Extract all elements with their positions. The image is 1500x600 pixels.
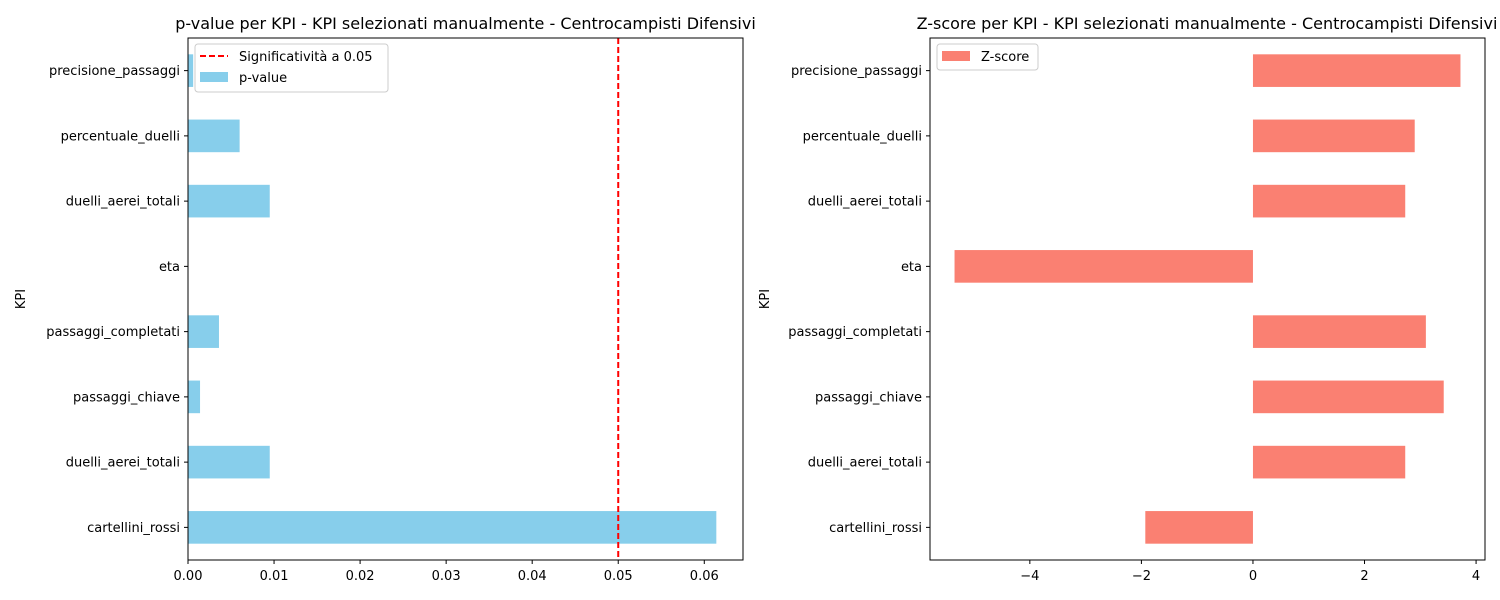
bars	[188, 54, 717, 544]
x-tick-label: 0.02	[346, 569, 375, 584]
bar-percentuale_duelli	[1252, 119, 1415, 153]
y-tick-label: cartellini_rossi	[829, 521, 922, 536]
bar-duelli_aerei_totali	[1252, 445, 1406, 479]
bar-cartellini_rossi	[1145, 511, 1253, 544]
bar-eta	[954, 250, 1253, 283]
bars	[954, 54, 1461, 544]
x-tick-label: 0.01	[260, 569, 289, 584]
y-tick-label: precisione_passaggi	[49, 64, 180, 79]
x-tick-label: 0.06	[690, 569, 719, 584]
x-ticks: 0.00 0.01 0.02 0.03 0.04 0.05 0.06	[174, 560, 719, 584]
x-tick-label: −2	[1132, 569, 1151, 584]
x-tick-label: 0.00	[174, 569, 203, 584]
plot-frame	[187, 37, 744, 561]
bar-cartellini_rossi	[188, 511, 717, 544]
x-tick-label: 0	[1249, 569, 1257, 584]
legend-series-swatch	[200, 72, 228, 82]
x-tick-label: 0.05	[604, 569, 633, 584]
legend-series-label: Z-score	[981, 50, 1029, 65]
bar-duelli_aerei_totali	[188, 184, 270, 218]
legend: Significatività a 0.05 p-value	[194, 43, 389, 93]
bar-duelli_aerei_totali	[1252, 184, 1406, 218]
y-tick-label: passaggi_chiave	[815, 390, 922, 405]
bar-percentuale_duelli	[188, 119, 240, 153]
chart-title: p-value per KPI - KPI selezionati manual…	[175, 14, 756, 33]
y-tick-label: percentuale_duelli	[803, 129, 922, 144]
p-value-chart: p-value per KPI - KPI selezionati manual…	[14, 14, 756, 584]
legend-box	[194, 43, 389, 93]
z-score-chart: Z-score per KPI - KPI selezionati manual…	[758, 14, 1497, 584]
y-tick-label: passaggi_completati	[46, 325, 180, 340]
y-ticks: precisione_passaggi percentuale_duellidue…	[46, 64, 188, 536]
bar-passaggi_completati	[1252, 315, 1426, 348]
bar-precisione_passaggi	[1252, 54, 1461, 87]
chart-title: Z-score per KPI - KPI selezionati manual…	[917, 14, 1498, 33]
y-tick-label: passaggi_completati	[788, 325, 922, 340]
y-tick-label: percentuale_duelli	[61, 129, 180, 144]
y-tick-label: eta	[901, 260, 922, 275]
y-tick-label: duelli_aerei_totali	[808, 456, 922, 471]
x-tick-label: −4	[1020, 569, 1039, 584]
x-tick-label: 0.04	[518, 569, 547, 584]
y-tick-label: duelli_aerei_totali	[808, 195, 922, 210]
legend-box	[936, 43, 1039, 71]
bar-duelli_aerei_totali	[188, 445, 270, 479]
y-tick-label: precisione_passaggi	[791, 64, 922, 79]
legend: Z-score	[936, 43, 1039, 71]
legend-series-swatch	[942, 51, 970, 61]
bar-passaggi_chiave	[1252, 380, 1444, 414]
y-tick-label: duelli_aerei_totali	[66, 195, 180, 210]
plot-frame	[929, 37, 1486, 561]
x-tick-label: 0.03	[432, 569, 461, 584]
y-axis-label: KPI	[758, 289, 773, 309]
y-ticks: precisione_passaggi percentuale_duellidue…	[788, 64, 930, 536]
bar-passaggi_completati	[188, 315, 219, 348]
y-tick-label: passaggi_chiave	[73, 390, 180, 405]
x-tick-label: 2	[1360, 569, 1368, 584]
legend-reference-label: Significatività a 0.05	[239, 50, 373, 65]
y-axis-label: KPI	[14, 289, 29, 309]
y-tick-label: cartellini_rossi	[87, 521, 180, 536]
legend-series-label: p-value	[239, 71, 287, 86]
y-tick-label: duelli_aerei_totali	[66, 456, 180, 471]
bar-precisione_passaggi	[188, 54, 194, 87]
x-ticks: −4 −2 0 2 4	[1020, 560, 1480, 584]
y-tick-label: eta	[159, 260, 180, 275]
bar-passaggi_chiave	[188, 380, 201, 414]
x-tick-label: 4	[1472, 569, 1480, 584]
